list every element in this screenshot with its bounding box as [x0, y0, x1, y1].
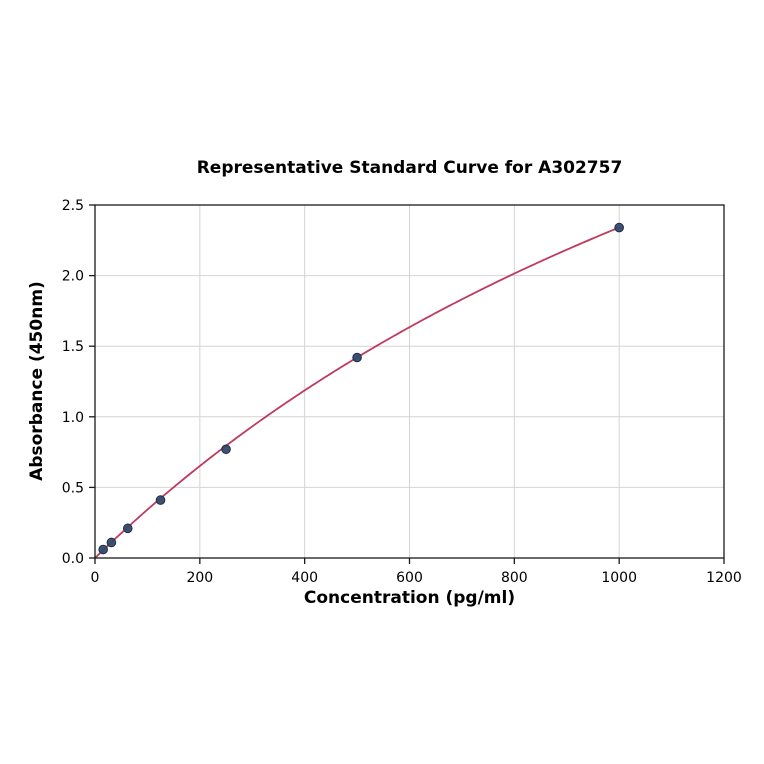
y-tick-label: 0.5: [62, 480, 84, 496]
data-point-marker: [352, 352, 362, 363]
x-axis-label: Concentration (pg/ml): [303, 588, 516, 608]
fitted-curve-line: [94, 226, 620, 559]
data-point-marker: [221, 444, 231, 455]
y-tick-label: 2.5: [62, 198, 84, 214]
x-tick-label: 1000: [601, 570, 637, 586]
chart-title: Representative Standard Curve for A30275…: [196, 158, 623, 178]
y-tick-label: 0.0: [62, 551, 84, 567]
x-tick-label: 1200: [706, 570, 742, 586]
x-tick-label: 200: [186, 570, 213, 586]
x-tick-label: 600: [396, 570, 423, 586]
data-point-marker: [614, 222, 624, 233]
x-tick-label: 400: [291, 570, 318, 586]
data-point-marker: [98, 544, 108, 555]
data-point-marker: [106, 537, 117, 548]
x-tick-label: 800: [501, 570, 528, 586]
x-tick-label: 0: [91, 570, 100, 586]
y-tick-label: 2.0: [62, 269, 84, 285]
y-tick-label: 1.0: [62, 410, 84, 426]
y-tick-label: 1.5: [62, 339, 84, 355]
data-point-marker: [155, 495, 166, 505]
data-point-marker: [122, 523, 133, 534]
